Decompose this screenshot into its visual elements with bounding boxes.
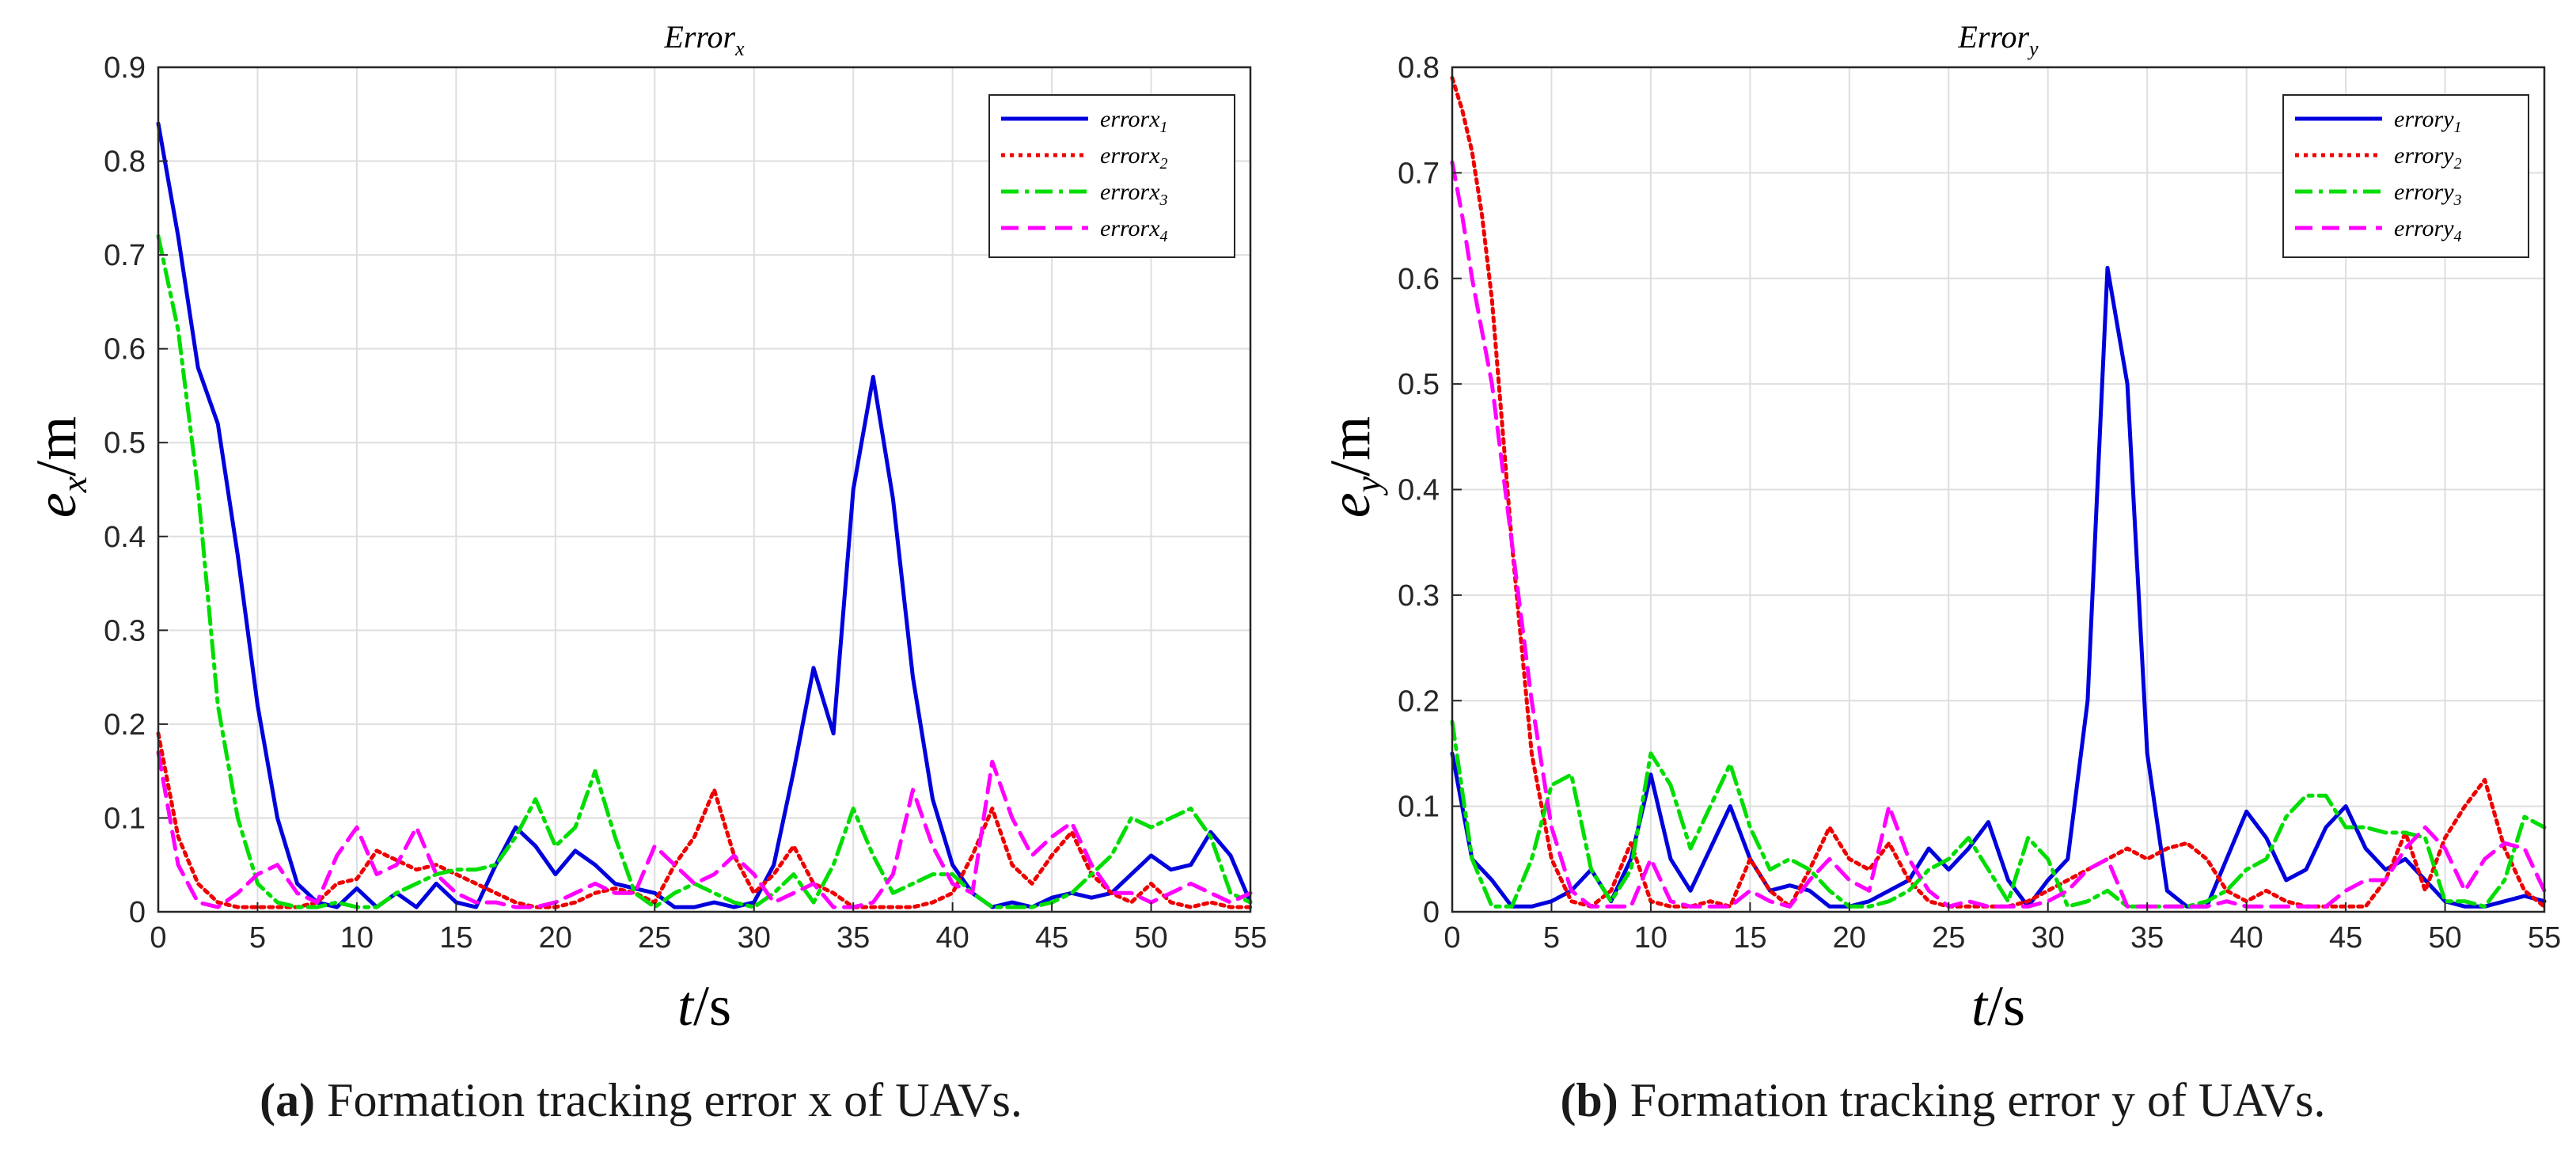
x-tick-label: 20 bbox=[1833, 921, 1866, 955]
x-tick-label: 55 bbox=[2528, 921, 2561, 955]
y-tick-label: 0.6 bbox=[1398, 263, 1440, 296]
legend-entry-errory3: errory3 bbox=[2394, 179, 2462, 209]
y-tick-label: 0.8 bbox=[104, 146, 146, 179]
x-tick-label: 0 bbox=[150, 921, 166, 955]
series-line-errorx2 bbox=[156, 731, 1253, 909]
y-tick-label: 0.4 bbox=[1398, 474, 1440, 507]
y-tick-label: 0.4 bbox=[104, 521, 146, 554]
x-tick-label: 40 bbox=[2229, 921, 2263, 955]
legend-entry-errorx3: errorx3 bbox=[1100, 179, 1168, 209]
x-tick-label: 15 bbox=[1733, 921, 1766, 955]
chart-panel-a: Errorx 0 5 10 15 20 25 30 35 40 45 50 55 0 0.1 0.2 0.3 0… bbox=[25, 19, 1267, 1126]
x-tick-label: 25 bbox=[1932, 921, 1965, 955]
legend-entry-errorx4: errorx4 bbox=[1100, 215, 1168, 245]
legend-a: errorx1 errorx2 errorx3 errorx4 bbox=[988, 94, 1235, 258]
y-axis-label-a: ex/m bbox=[25, 416, 94, 518]
x-tick-label: 10 bbox=[340, 921, 374, 955]
y-tick-label: 0 bbox=[1423, 896, 1440, 929]
x-tick-label: 20 bbox=[539, 921, 572, 955]
x-tick-label: 45 bbox=[1035, 921, 1068, 955]
chart-title-a: Errorx bbox=[663, 19, 745, 60]
chart-title-b: Errory bbox=[1957, 19, 2039, 60]
y-tick-label: 0.7 bbox=[104, 239, 146, 272]
y-tick-label: 0 bbox=[129, 896, 146, 929]
y-tick-label: 0.6 bbox=[104, 333, 146, 366]
y-tick-label: 0.3 bbox=[104, 614, 146, 647]
y-tick-label: 0.7 bbox=[1398, 157, 1440, 190]
y-tick-label: 0.5 bbox=[104, 427, 146, 460]
y-axis-label-b: ey/m bbox=[1318, 416, 1388, 518]
legend-entry-errorx2: errorx2 bbox=[1100, 142, 1168, 173]
axes-box-a bbox=[157, 66, 1252, 913]
series-line-errorx3 bbox=[156, 233, 1253, 909]
series-line-errory3 bbox=[1450, 719, 2547, 909]
x-tick-label: 45 bbox=[2329, 921, 2362, 955]
x-tick-label: 40 bbox=[935, 921, 969, 955]
x-axis-label-a: t/s bbox=[677, 974, 731, 1038]
x-tick-label: 35 bbox=[837, 921, 870, 955]
x-tick-label: 50 bbox=[2428, 921, 2461, 955]
x-tick-label: 55 bbox=[1234, 921, 1267, 955]
caption-a: (a) Formation tracking error x of UAVs. bbox=[260, 1074, 1022, 1126]
y-tick-label: 0.2 bbox=[104, 708, 146, 742]
x-tick-label: 35 bbox=[2130, 921, 2164, 955]
y-tick-label: 0.1 bbox=[104, 802, 146, 835]
legend-b: errory1 errory2 errory3 errory4 bbox=[2282, 94, 2529, 258]
x-tick-label: 5 bbox=[1543, 921, 1560, 955]
legend-entry-errory1: errory1 bbox=[2394, 106, 2462, 136]
legend-entry-errory4: errory4 bbox=[2394, 215, 2462, 245]
legend-box bbox=[2282, 94, 2529, 258]
x-tick-label: 50 bbox=[1134, 921, 1167, 955]
caption-b: (b) Formation tracking error y of UAVs. bbox=[1560, 1074, 2325, 1126]
y-tick-label: 0.2 bbox=[1398, 685, 1440, 718]
y-tick-label: 0.8 bbox=[1398, 51, 1440, 85]
x-tick-label: 5 bbox=[249, 921, 266, 955]
x-tick-label: 30 bbox=[2032, 921, 2065, 955]
x-axis-label-b: t/s bbox=[1971, 974, 2025, 1038]
y-tick-label: 0.3 bbox=[1398, 579, 1440, 613]
y-tick-label: 0.1 bbox=[1398, 791, 1440, 824]
x-tick-label: 30 bbox=[738, 921, 771, 955]
x-tick-label: 15 bbox=[439, 921, 472, 955]
y-tick-label: 0.9 bbox=[104, 51, 146, 85]
legend-box bbox=[988, 94, 1235, 258]
series-line-errory4 bbox=[1450, 160, 2547, 909]
x-tick-label: 0 bbox=[1444, 921, 1460, 955]
x-tick-label: 25 bbox=[638, 921, 671, 955]
x-tick-label: 10 bbox=[1634, 921, 1667, 955]
series-line-errorx4 bbox=[156, 750, 1253, 909]
y-tick-label: 0.5 bbox=[1398, 368, 1440, 401]
series-line-errory2 bbox=[1450, 75, 2547, 909]
legend-entry-errorx1: errorx1 bbox=[1100, 106, 1168, 136]
chart-panel-b: Errory 0 5 10 15 20 25 30 35 40 45 50 55 0 0.1 0.2 0.3 0… bbox=[1318, 19, 2561, 1126]
legend-entry-errory2: errory2 bbox=[2394, 142, 2462, 173]
